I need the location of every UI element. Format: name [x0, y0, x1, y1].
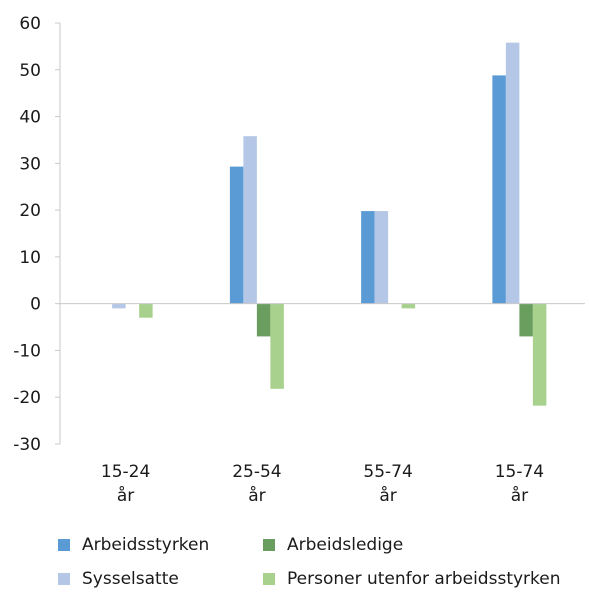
legend-swatch: [263, 539, 275, 551]
bar: [505, 42, 520, 304]
y-tick-label: 0: [30, 295, 41, 315]
x-tick-label-unit: år: [511, 485, 528, 506]
legend-swatch: [263, 573, 275, 585]
y-tick-label: 40: [19, 108, 41, 128]
y-tick-label: 10: [19, 248, 41, 268]
bar: [492, 75, 506, 304]
x-tick-label-unit: år: [379, 485, 396, 506]
x-tick-label: 15-74: [495, 462, 544, 482]
y-tick-label: 60: [19, 14, 41, 34]
x-tick-label-unit: år: [248, 485, 265, 506]
legend-item-arbeidsstyrken: Arbeidsstyrken: [58, 535, 209, 555]
y-tick-label: -20: [13, 388, 41, 408]
x-axis-labels: 15-24 år 25-54 år 55-74 år 15-74 år: [101, 462, 544, 506]
legend-label: Sysselsatte: [82, 569, 179, 589]
legend-item-personer-utenfor: Personer utenfor arbeidsstyrken: [263, 569, 561, 589]
bar: [139, 303, 153, 318]
legend-item-sysselsatte: Sysselsatte: [58, 569, 179, 589]
legend-label: Arbeidsledige: [287, 535, 404, 555]
bar: [112, 303, 126, 309]
x-tick-label: 15-24: [101, 462, 150, 482]
x-tick-label: 55-74: [363, 462, 412, 482]
legend-label: Arbeidsstyrken: [82, 535, 210, 555]
y-tick-label: 20: [19, 201, 41, 221]
legend-swatch: [58, 539, 70, 551]
bar: [270, 303, 284, 389]
legend-swatch: [58, 573, 70, 585]
bar: [519, 303, 533, 337]
y-tick-label: 50: [19, 61, 41, 81]
bar: [532, 303, 547, 406]
bar: [243, 136, 257, 304]
x-tick-label-unit: år: [117, 485, 134, 506]
legend-label: Personer utenfor arbeidsstyrken: [287, 569, 561, 589]
y-tick-label: -10: [13, 341, 41, 361]
legend: Arbeidsstyrken Arbeidsledige Sysselsatte…: [58, 535, 589, 594]
bar: [401, 303, 416, 309]
bar-chart: 60 50 40 30 20 10 0 -10 -20 -30 15-24 år 25-54 år 55-…: [13, 14, 585, 506]
bar: [256, 303, 271, 337]
y-tick-label: -30: [13, 435, 41, 455]
legend-item-arbeidsledige: Arbeidsledige: [263, 535, 403, 555]
bar: [361, 211, 375, 304]
y-axis-ticks: 60 50 40 30 20 10 0 -10 -20 -30: [13, 14, 60, 455]
bar: [374, 211, 389, 304]
x-tick-label: 25-54: [232, 462, 281, 482]
bars: [112, 42, 547, 406]
y-tick-label: 30: [19, 154, 41, 174]
bar: [229, 166, 244, 304]
